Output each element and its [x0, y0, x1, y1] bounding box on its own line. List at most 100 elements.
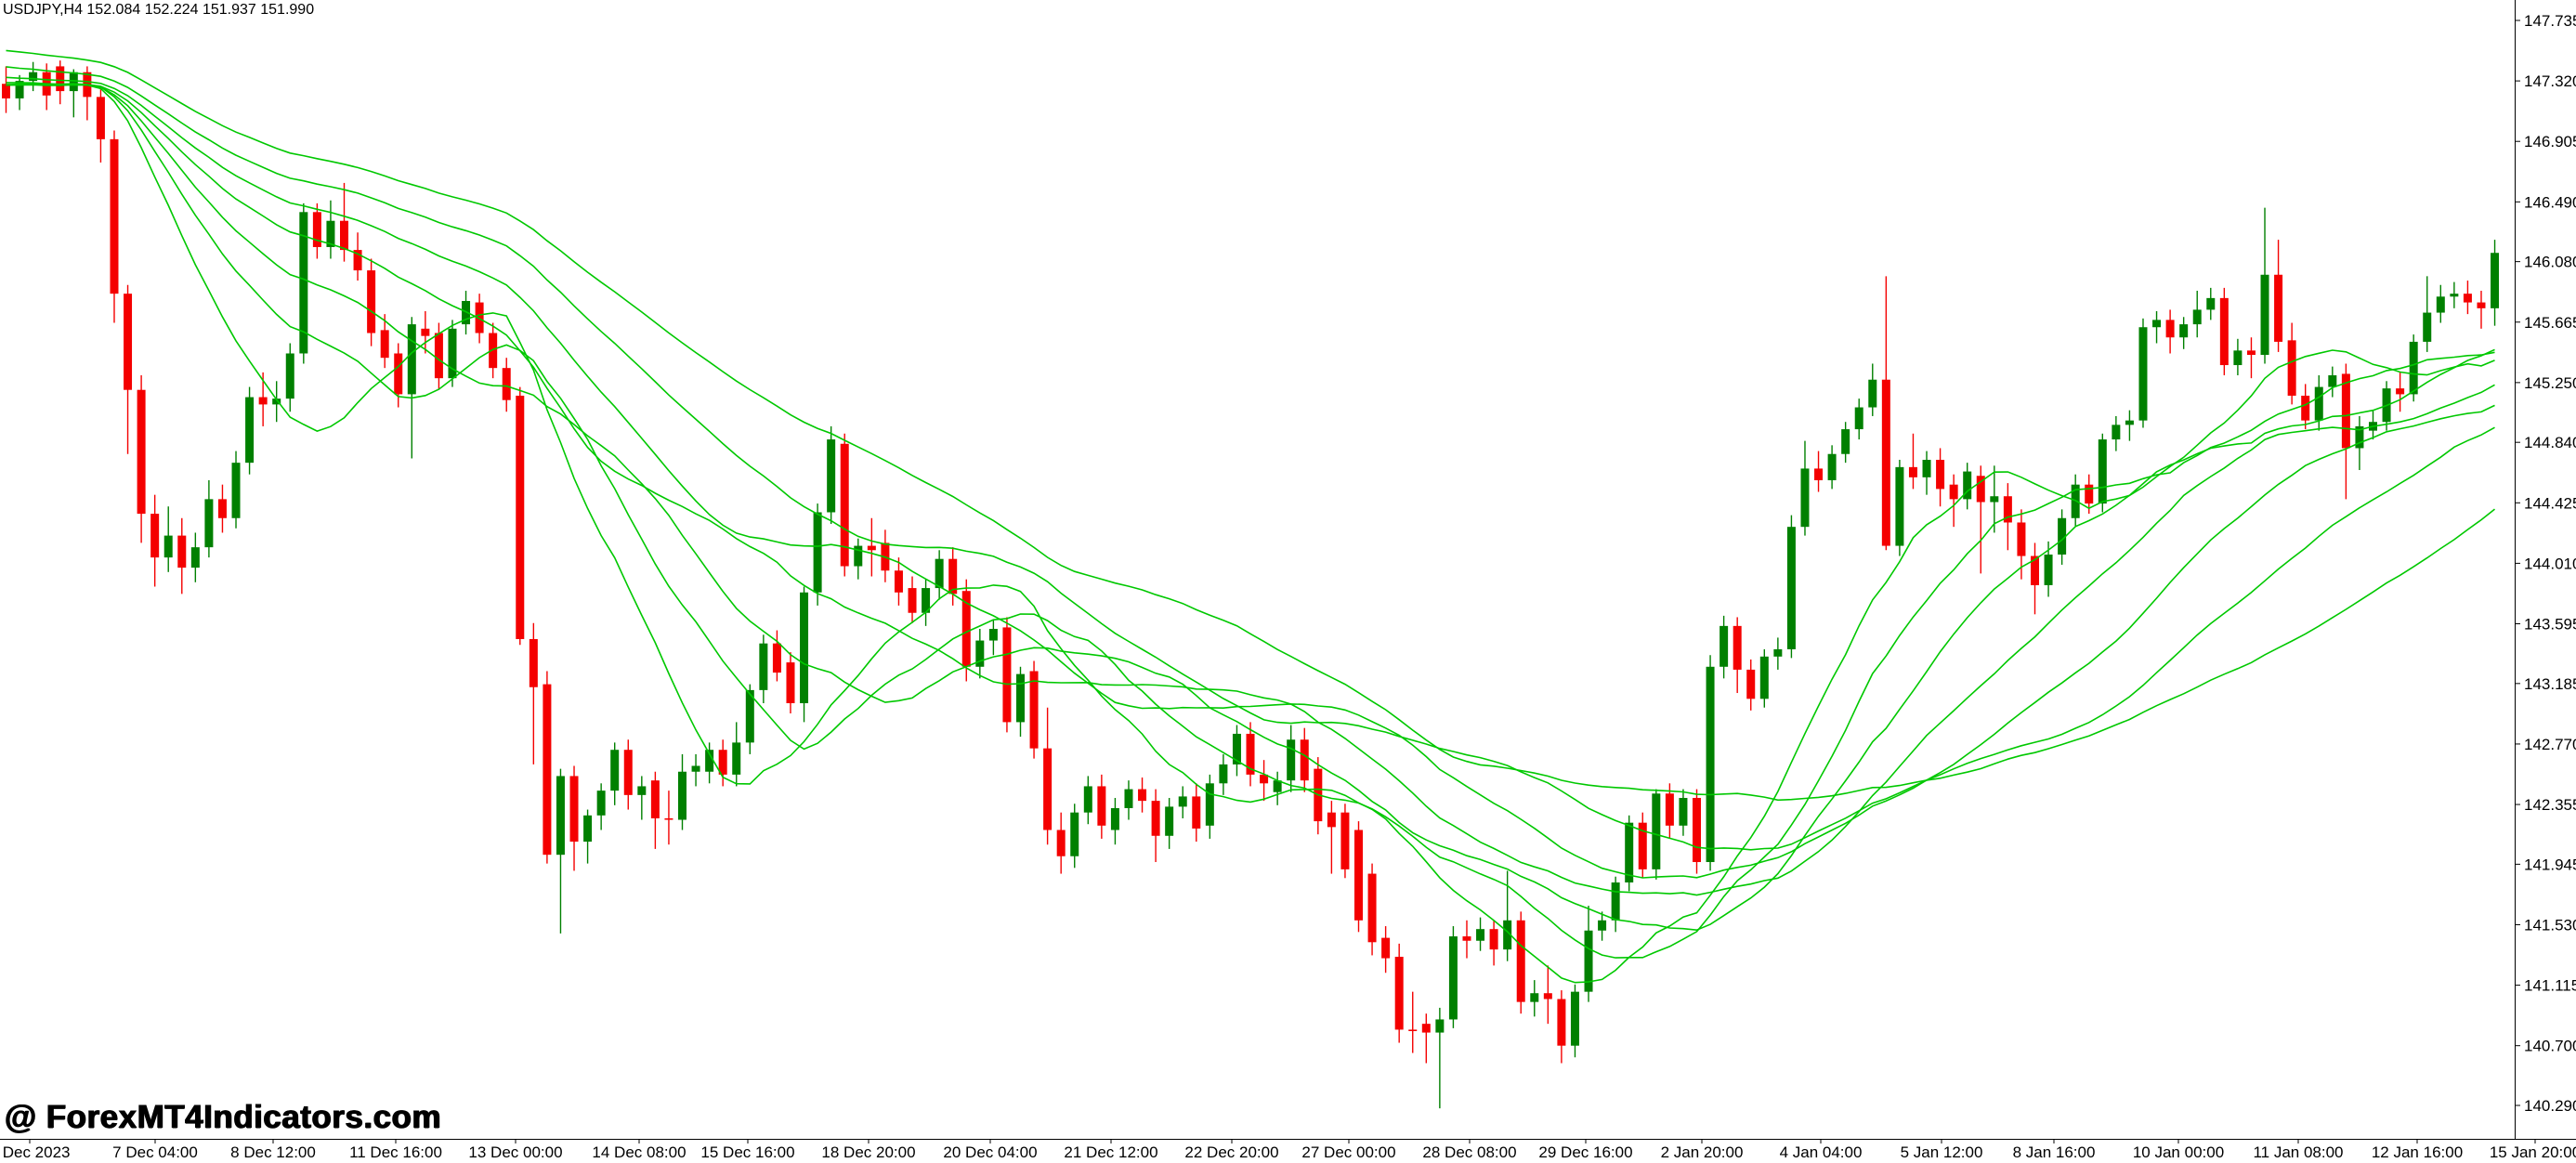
candle-bear[interactable]	[1489, 929, 1498, 950]
candle-bull[interactable]	[299, 212, 308, 354]
candle-bear[interactable]	[394, 353, 403, 395]
candle-bull[interactable]	[1868, 379, 1877, 408]
candle-bear[interactable]	[786, 662, 795, 704]
candle-bear[interactable]	[908, 588, 917, 613]
candle-bull[interactable]	[1205, 783, 1214, 826]
candle-bull[interactable]	[922, 588, 931, 613]
candle-bear[interactable]	[2301, 395, 2310, 421]
candle-bear[interactable]	[772, 643, 781, 673]
candle-bull[interactable]	[1016, 673, 1025, 723]
candle-bull[interactable]	[190, 547, 200, 568]
candle-bull[interactable]	[705, 750, 714, 772]
candle-bull[interactable]	[759, 643, 768, 690]
candle-bull[interactable]	[610, 750, 620, 791]
candle-bull[interactable]	[1273, 780, 1282, 792]
candle-bear[interactable]	[502, 368, 511, 400]
price-axis[interactable]: 147.735 147.320 146.905 146.490 146.080 145.6…	[2515, 12, 2576, 1115]
candle-bear[interactable]	[894, 570, 903, 593]
candle-bull[interactable]	[1219, 764, 1228, 784]
candle-bear[interactable]	[96, 97, 105, 139]
candle-bear[interactable]	[353, 250, 362, 271]
candle-bull[interactable]	[2138, 327, 2148, 421]
candle-bull[interactable]	[583, 815, 593, 843]
candle-bull[interactable]	[1110, 807, 1119, 830]
candle-bull[interactable]	[1800, 468, 1810, 528]
candle-bear[interactable]	[1138, 789, 1147, 802]
candle-bear[interactable]	[948, 558, 958, 595]
candle-bull[interactable]	[29, 72, 38, 82]
candle-bear[interactable]	[110, 138, 119, 294]
candle-bear[interactable]	[1381, 937, 1391, 959]
candle-bear[interactable]	[1543, 993, 1552, 1000]
candle-bull[interactable]	[2112, 425, 2121, 440]
candle-bear[interactable]	[1340, 812, 1350, 869]
candle-bear[interactable]	[529, 638, 538, 687]
time-axis[interactable]: 5 Dec 2023 7 Dec 04:00 8 Dec 12:00 11 Dec 1…	[0, 1139, 2576, 1161]
candle-bear[interactable]	[1002, 627, 1012, 723]
candle-bear[interactable]	[1421, 1024, 1431, 1033]
candle-bear[interactable]	[543, 684, 552, 856]
candle-bear[interactable]	[1367, 873, 1377, 943]
candle-bear[interactable]	[1246, 733, 1255, 775]
candle-bear[interactable]	[367, 270, 376, 333]
candle-bull[interactable]	[2450, 294, 2459, 297]
candle-bear[interactable]	[1354, 830, 1363, 921]
candle-bear[interactable]	[2463, 294, 2472, 303]
candle-bull[interactable]	[231, 463, 241, 518]
candle-bull[interactable]	[1598, 920, 1607, 931]
candle-bull[interactable]	[407, 324, 416, 395]
candle-bull[interactable]	[245, 397, 255, 464]
candle-bear[interactable]	[1638, 822, 1647, 869]
candle-bull[interactable]	[637, 786, 647, 795]
candle-bear[interactable]	[1097, 786, 1106, 826]
candle-bear[interactable]	[1192, 796, 1201, 829]
candle-bull[interactable]	[988, 628, 998, 641]
candle-bull[interactable]	[448, 328, 457, 379]
candle-bull[interactable]	[2409, 341, 2418, 395]
candle-bull[interactable]	[2436, 296, 2445, 313]
candle-bull[interactable]	[1165, 806, 1174, 836]
candle-bear[interactable]	[1665, 793, 1674, 826]
candle-bear[interactable]	[1949, 484, 1958, 500]
candle-bull[interactable]	[1503, 920, 1512, 950]
candle-bear[interactable]	[1056, 830, 1066, 856]
candle-bull[interactable]	[1435, 1019, 1445, 1033]
candle-bear[interactable]	[1908, 466, 1917, 477]
candle-bear[interactable]	[2003, 496, 2012, 523]
candle-bull[interactable]	[800, 592, 809, 704]
candle-bull[interactable]	[596, 791, 606, 816]
candle-bear[interactable]	[1733, 625, 1742, 670]
candle-bear[interactable]	[2031, 555, 2039, 585]
candle-bull[interactable]	[2491, 253, 2500, 308]
candle-bear[interactable]	[2017, 522, 2026, 556]
candle-bull[interactable]	[2044, 554, 2053, 585]
candle-bear[interactable]	[1043, 748, 1053, 830]
candle-bear[interactable]	[2274, 274, 2283, 342]
candle-bear[interactable]	[2085, 484, 2094, 504]
candle-bull[interactable]	[1990, 496, 1999, 503]
candle-bear[interactable]	[217, 499, 227, 518]
candle-bull[interactable]	[1652, 793, 1661, 869]
candle-bull[interactable]	[1827, 453, 1837, 480]
candle-bear[interactable]	[1881, 379, 1890, 546]
candle-bear[interactable]	[177, 535, 187, 568]
candle-bear[interactable]	[867, 545, 876, 551]
candle-bull[interactable]	[975, 640, 985, 667]
candle-bull[interactable]	[1720, 625, 1729, 667]
candle-bear[interactable]	[1746, 669, 1756, 699]
candle-bull[interactable]	[2423, 312, 2432, 342]
candle-bull[interactable]	[813, 512, 822, 593]
candle-bear[interactable]	[2165, 320, 2175, 338]
candle-bull[interactable]	[1841, 429, 1850, 454]
candle-bull[interactable]	[462, 301, 471, 325]
candle-bear[interactable]	[569, 776, 579, 843]
candle-bull[interactable]	[1706, 666, 1715, 863]
candle-bull[interactable]	[1773, 648, 1783, 657]
candle-bull[interactable]	[2098, 439, 2107, 504]
candle-bull[interactable]	[285, 353, 294, 399]
candle-bull[interactable]	[1083, 786, 1092, 813]
candle-bear[interactable]	[2341, 373, 2350, 449]
candle-bull[interactable]	[2058, 517, 2067, 555]
candle-bull[interactable]	[1895, 466, 1904, 546]
